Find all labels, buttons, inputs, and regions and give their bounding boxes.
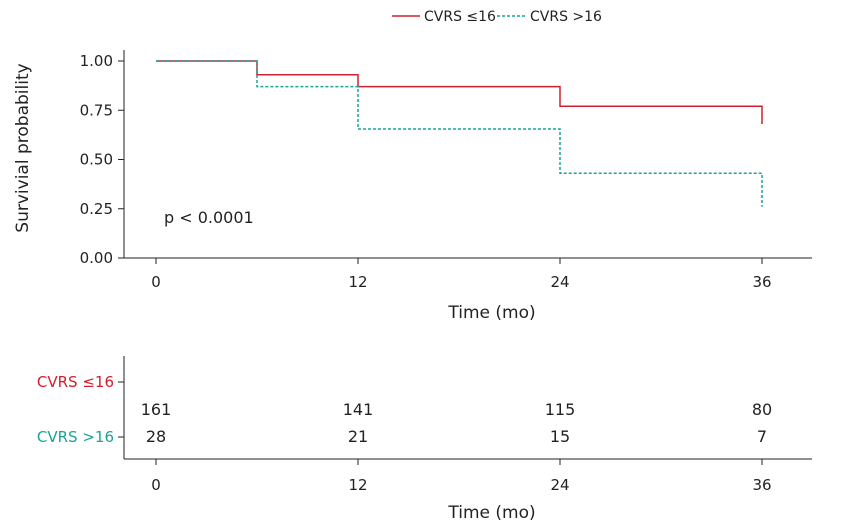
risk-count: 28 [146,427,166,446]
risk-count: 15 [550,427,570,446]
risk-count: 21 [348,427,368,446]
y-axis-title: Survivial probability [13,63,33,232]
risk-row-label-cvrs-le16: CVRS ≤16 [37,373,114,391]
legend-label-cvrs-gt16: CVRS >16 [530,9,602,25]
x-tick-label: 24 [550,273,569,291]
risk-table: CVRS ≤16 161 141 115 80 CVRS >16 28 21 15 7 0 12 24… [37,356,812,523]
survival-curve-cvrs-le16 [156,60,763,125]
risk-count: 80 [752,400,772,419]
risk-count: 7 [757,427,767,446]
risk-x-tick-label: 36 [752,476,771,494]
y-tick-label: 0.25 [80,200,113,218]
y-tick-label: 0.75 [80,101,113,119]
x-tick-label: 36 [752,273,771,291]
p-value-annotation: p < 0.0001 [164,208,254,227]
x-tick-label: 12 [348,273,367,291]
survival-curves [156,60,763,207]
risk-count: 141 [343,400,374,419]
y-tick-label: 0.00 [80,249,113,267]
x-tick-label: 0 [151,273,161,291]
legend: CVRS ≤16 CVRS >16 [392,9,602,25]
x-ticks: 0 12 24 36 [151,258,772,291]
risk-x-axis-title: Time (mo) [447,503,535,523]
risk-row-label-cvrs-gt16: CVRS >16 [37,428,114,446]
survival-curve-cvrs-gt16 [156,60,763,207]
risk-rows: CVRS ≤16 161 141 115 80 CVRS >16 28 21 15 7 [37,373,772,446]
x-axis-title: Time (mo) [447,303,535,323]
risk-count: 115 [545,400,576,419]
km-plot: 0.00 0.25 0.50 0.75 1.00 0 12 24 36 Survivial p… [13,50,812,323]
risk-x-ticks: 0 12 24 36 [151,459,772,494]
y-tick-label: 0.50 [80,151,113,169]
risk-x-tick-label: 0 [151,476,161,494]
y-tick-label: 1.00 [80,52,113,70]
risk-x-tick-label: 24 [550,476,569,494]
legend-label-cvrs-le16: CVRS ≤16 [424,9,496,25]
risk-count: 161 [141,400,172,419]
y-ticks: 0.00 0.25 0.50 0.75 1.00 [80,52,124,267]
risk-x-tick-label: 12 [348,476,367,494]
